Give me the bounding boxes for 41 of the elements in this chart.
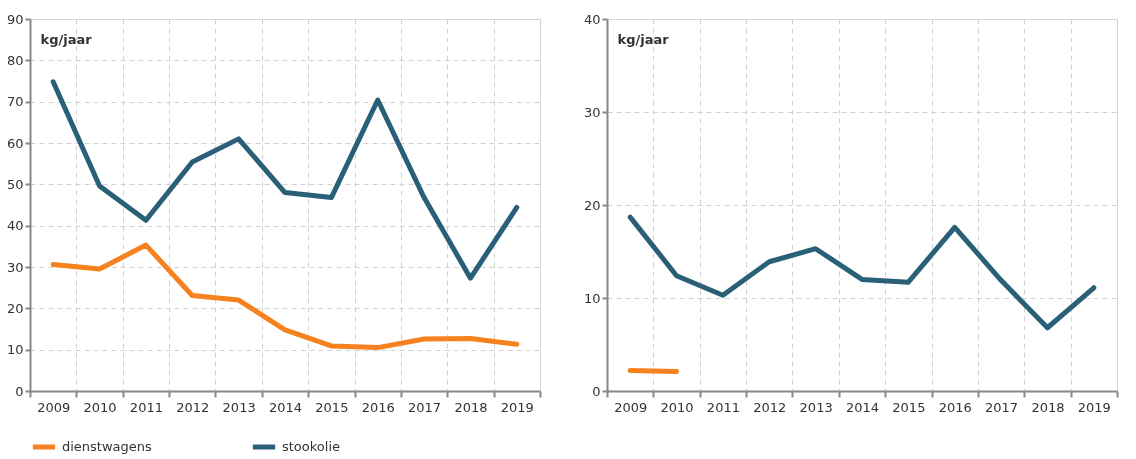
- x-tick-label: 2009: [37, 399, 71, 415]
- y-tick-label: 10: [583, 290, 601, 306]
- legend-label: stookolie: [282, 439, 341, 454]
- x-tick-label: 2017: [985, 399, 1019, 415]
- x-tick-label: 2018: [1031, 399, 1065, 415]
- x-tick-label: 2016: [361, 399, 395, 415]
- x-tick-label: 2018: [454, 399, 488, 415]
- legend-label: dienstwagens: [62, 439, 153, 454]
- y-tick-label: 20: [6, 300, 24, 316]
- y-tick-label: 50: [6, 176, 24, 192]
- x-tick-label: 2014: [845, 399, 880, 415]
- x-tick-label: 2011: [129, 399, 163, 415]
- x-tick-label: 2013: [799, 399, 833, 415]
- y-axis-title: kg/jaar: [617, 31, 670, 47]
- x-tick-label: 2015: [892, 399, 926, 415]
- y-tick-label: 80: [6, 52, 24, 68]
- y-tick-label: 30: [583, 104, 601, 120]
- x-tick-label: 2012: [753, 399, 787, 415]
- x-tick-label: 2016: [938, 399, 972, 415]
- x-tick-label: 2010: [660, 399, 694, 415]
- x-tick-label: 2012: [176, 399, 210, 415]
- x-tick-label: 2017: [408, 399, 442, 415]
- x-tick-label: 2014: [268, 399, 303, 415]
- y-tick-label: 40: [6, 218, 24, 234]
- x-tick-label: 2013: [222, 399, 256, 415]
- y-axis-title: kg/jaar: [40, 31, 93, 47]
- x-tick-label: 2019: [500, 399, 534, 415]
- x-tick-label: 2015: [315, 399, 349, 415]
- y-tick-label: 30: [6, 259, 24, 275]
- y-tick-label: 0: [15, 383, 24, 399]
- y-tick-label: 20: [583, 197, 601, 213]
- x-tick-label: 2011: [706, 399, 740, 415]
- y-tick-label: 40: [583, 11, 601, 27]
- x-tick-label: 2010: [83, 399, 117, 415]
- y-tick-label: 60: [6, 135, 24, 151]
- y-tick-label: 70: [6, 94, 24, 110]
- y-tick-label: 10: [6, 342, 24, 358]
- y-tick-label: 90: [6, 11, 24, 27]
- y-tick-label: 0: [592, 383, 601, 399]
- x-tick-label: 2009: [614, 399, 648, 415]
- x-tick-label: 2019: [1077, 399, 1111, 415]
